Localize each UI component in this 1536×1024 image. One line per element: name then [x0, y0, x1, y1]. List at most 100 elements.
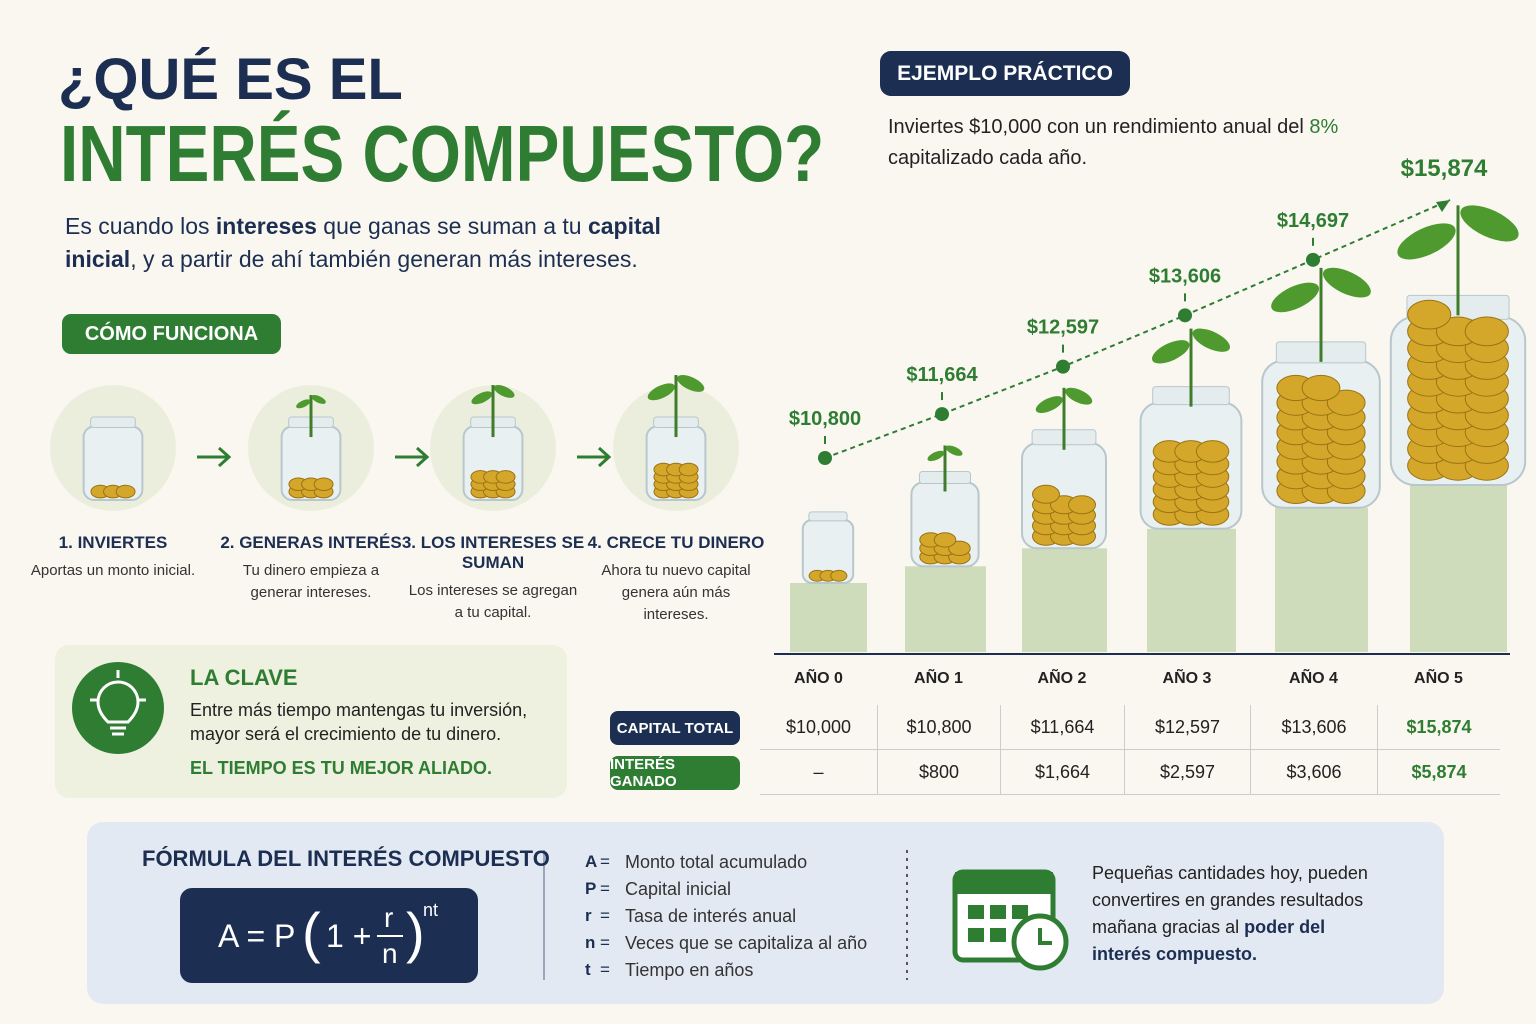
- example-part: Inviertes $10,000 con un rendimiento anu…: [888, 116, 1310, 138]
- fraction-bar: [377, 935, 403, 937]
- step-text: Aportas un monto inicial.: [30, 562, 196, 579]
- intro-text: , y a partir de ahí también generan más …: [130, 246, 638, 272]
- coin: [115, 484, 136, 499]
- leaf: [1192, 328, 1231, 352]
- row-label: CAPITAL TOTAL: [610, 711, 740, 745]
- leaf: [927, 450, 945, 462]
- formula-title: FÓRMULA DEL INTERÉS COMPUESTO: [142, 846, 550, 871]
- step-title: 4. CRECE TU DINERO: [587, 533, 765, 552]
- key-tagline: EL TIEMPO ES TU MEJOR ALIADO.: [190, 758, 493, 778]
- leaf: [1322, 267, 1371, 298]
- cell: $5,874: [1377, 750, 1500, 795]
- intro-bold: capital inicial: [65, 213, 661, 272]
- var-equals: =: [600, 879, 610, 898]
- step-arrow: [577, 446, 612, 468]
- step-text: Ahora tu nuevo capital genera aún más in…: [601, 562, 751, 623]
- year-header: AÑO 2: [1037, 670, 1087, 687]
- year-header: AÑO 3: [1162, 670, 1212, 687]
- formula-paren: (: [302, 901, 321, 964]
- closing-text: Pequeñas cantidades hoy, pueden converti…: [1092, 863, 1368, 937]
- leaf: [1397, 223, 1456, 260]
- example-part: capitalizado cada año.: [888, 147, 1088, 169]
- bulb-glyph: [90, 670, 146, 736]
- key-box: [55, 645, 567, 798]
- how-badge: CÓMO FUNCIONA: [62, 314, 281, 354]
- jar: [910, 445, 980, 568]
- cell: $13,606: [1250, 705, 1377, 750]
- jar-lid: [808, 511, 848, 522]
- coin: [1407, 299, 1452, 330]
- var-symbol: r: [585, 906, 592, 925]
- cell: –: [760, 750, 877, 795]
- jar: [1389, 205, 1527, 486]
- value-label: $12,597: [1027, 317, 1099, 339]
- jar: [462, 385, 524, 501]
- value-label: $14,697: [1277, 210, 1349, 232]
- value-label: $15,874: [1401, 155, 1488, 182]
- step-title: 3. LOS INTERESES SE SUMAN: [401, 533, 585, 572]
- pedestal: [1275, 507, 1368, 652]
- value-label: $13,606: [1149, 265, 1221, 287]
- jar: [1261, 267, 1381, 509]
- formula-lhs: A = P: [218, 918, 296, 954]
- cell: $10,000: [760, 705, 877, 750]
- point: [1056, 359, 1070, 374]
- leaf: [1151, 340, 1190, 364]
- cell: $1,664: [1000, 750, 1124, 795]
- leaf: [471, 391, 493, 405]
- point: [935, 407, 949, 422]
- var-desc: Monto total acumulado: [625, 852, 808, 872]
- cell: $12,597: [1124, 705, 1250, 750]
- jar: [801, 511, 855, 584]
- cell: $15,874: [1377, 705, 1500, 750]
- leaf: [296, 399, 311, 409]
- pedestal: [905, 566, 986, 652]
- leaf: [647, 383, 675, 401]
- calendar-icon: [952, 869, 1069, 971]
- formula-inner: 1 +: [326, 918, 372, 954]
- jar: [1139, 328, 1243, 530]
- cell: $3,606: [1250, 750, 1377, 795]
- leaf: [493, 385, 515, 398]
- jar: [280, 395, 342, 501]
- example-badge: EJEMPLO PRÁCTICO: [880, 51, 1130, 96]
- var-desc: Capital inicial: [625, 879, 732, 899]
- point-arrow: [1436, 200, 1450, 212]
- coin: [1068, 495, 1096, 515]
- bulb-icon: [72, 662, 164, 754]
- var-equals: =: [600, 906, 610, 925]
- intro-text: que ganas se suman a tu: [316, 213, 588, 239]
- coin: [1326, 389, 1366, 416]
- title-line2: INTERÉS COMPUESTO?: [60, 109, 825, 198]
- year-header: AÑO 5: [1414, 670, 1463, 687]
- step-title: 1. INVIERTES: [58, 533, 168, 552]
- coin: [1032, 484, 1060, 504]
- leaf: [945, 445, 963, 456]
- formula-box: A = P ( 1 + r n ) nt: [180, 888, 478, 983]
- point: [1306, 252, 1320, 267]
- var-equals: =: [600, 933, 610, 952]
- var-symbol: P: [585, 879, 597, 898]
- step-text: Los intereses se agregan a tu capital.: [408, 582, 578, 621]
- coin: [933, 532, 957, 548]
- pedestal: [790, 583, 867, 652]
- cell: $11,664: [1000, 705, 1124, 750]
- formula-numerator: r: [384, 902, 394, 933]
- coin: [678, 462, 699, 477]
- closing-bold: poder del interés compuesto.: [1092, 917, 1326, 964]
- year-header: AÑO 4: [1289, 670, 1338, 687]
- point: [818, 451, 832, 465]
- var-desc: Tasa de interés anual: [625, 906, 797, 926]
- intro-text: Es cuando los: [65, 213, 216, 239]
- step-title: 2. GENERAS INTERÉS: [220, 533, 402, 552]
- var-desc: Veces que se capitaliza al año: [625, 933, 868, 953]
- coin: [948, 540, 971, 557]
- closing: Pequeñas cantidades hoy, pueden converti…: [1092, 860, 1382, 968]
- point: [1178, 308, 1192, 323]
- coin: [830, 569, 848, 582]
- jar: [82, 416, 144, 501]
- var-desc: Tiempo en años: [625, 960, 754, 980]
- coin: [313, 477, 334, 492]
